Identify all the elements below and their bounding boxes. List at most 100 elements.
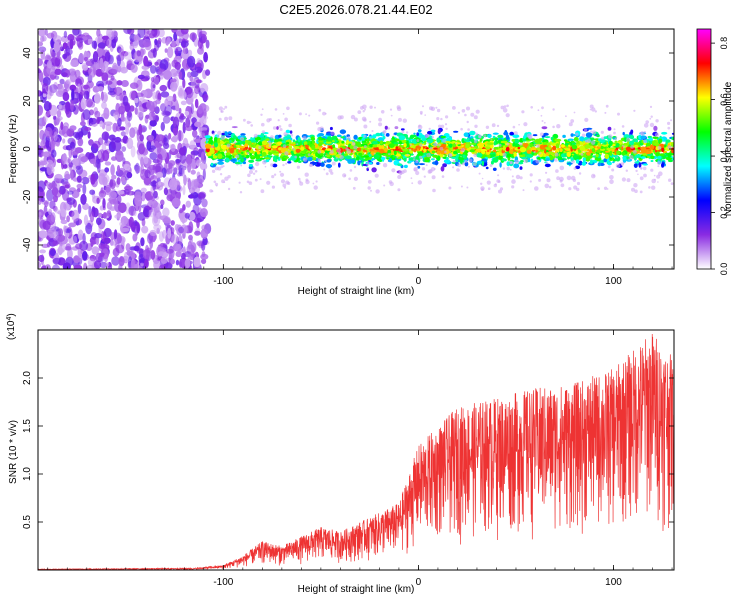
spectrogram-cell [650, 168, 654, 172]
spectrogram-cell [545, 171, 548, 174]
spectrogram-cell [264, 165, 267, 168]
spectrogram-cell [325, 148, 332, 151]
spectrogram-cell [60, 209, 67, 217]
spectrogram-cell [302, 158, 306, 161]
spectrogram-cell [111, 174, 117, 180]
spectrogram-cell [490, 138, 493, 141]
spectrogram-cell [497, 174, 500, 177]
spectrogram-cell [478, 172, 481, 175]
spectrogram-cell [609, 150, 613, 156]
spectrogram-cell [270, 135, 274, 139]
spectrogram-cell [649, 122, 655, 128]
spectrogram-cell [656, 174, 661, 179]
spectrogram-cell [615, 163, 621, 168]
spectrogram-cell [623, 137, 628, 143]
spectrogram-cell [199, 30, 207, 37]
spectrogram-cell [367, 166, 370, 169]
spectrogram-cell [205, 69, 211, 76]
spectrogram-cell [221, 132, 225, 136]
spectrogram-cell [607, 126, 612, 131]
spectrogram-cell [163, 187, 168, 196]
spectrogram-cell [149, 119, 157, 127]
spectrogram-cell [217, 159, 224, 162]
spectrogram-cell [291, 142, 296, 145]
spectrogram-cell [586, 151, 591, 156]
spectrogram-cell [323, 168, 326, 171]
spectrogram-cell [362, 104, 367, 110]
spectrogram-cell [292, 139, 296, 142]
spectrogram-cell [83, 56, 89, 62]
spectrogram-cell [408, 149, 411, 151]
spectrogram-cell [366, 138, 370, 144]
spectrogram-cell [200, 228, 209, 239]
spectrogram-cell [417, 129, 422, 133]
spectrogram-cell [456, 168, 460, 172]
spectrogram-cell [649, 117, 652, 120]
spectrogram-cell [44, 126, 53, 138]
spectrogram-cell [362, 110, 365, 113]
spectrogram-cell [445, 149, 450, 155]
spectrogram-cell [187, 162, 192, 173]
spectrogram-cell [493, 141, 497, 146]
spectrogram-cell [61, 125, 70, 138]
spectrogram-cell [479, 138, 483, 142]
spectrogram-cell [642, 166, 647, 171]
spectrogram-cell [519, 146, 527, 153]
spectrogram-cell [373, 152, 376, 155]
spectrogram-cell [205, 147, 210, 153]
spectrogram-cell [546, 142, 551, 147]
spectrogram-cell [284, 117, 288, 122]
spectrogram-cell [340, 136, 345, 139]
spectrogram-cell [260, 113, 263, 117]
spectrogram-cell [466, 120, 469, 124]
spectrogram-cell [649, 144, 655, 150]
spectrogram-cell [213, 180, 217, 184]
spectrogram-cell [129, 43, 135, 51]
spectrogram-cell [39, 190, 46, 199]
spectrogram-cell [635, 169, 638, 173]
spectrogram-cell [460, 185, 463, 188]
spectrogram-cell [199, 208, 208, 218]
spectrogram-cell [477, 134, 482, 138]
spectrogram-cell [382, 163, 388, 168]
spectrogram-cell [460, 127, 463, 131]
spectrogram-cell [596, 149, 601, 153]
spectrogram-cell [120, 227, 130, 232]
spectrogram-cell [235, 161, 241, 165]
spectrogram-cell [329, 149, 334, 154]
spectrogram-cell [637, 173, 639, 176]
spectrogram-cell [265, 138, 270, 141]
spectrogram-cell [651, 178, 656, 184]
spectrogram-cell [657, 181, 659, 183]
spectrogram-cell [546, 178, 551, 183]
spectrogram-cell [396, 106, 402, 112]
spectrogram-cell [505, 134, 510, 140]
spectrogram-cell [178, 34, 183, 43]
spectrogram-cell [353, 117, 358, 122]
spectrogram-cell [163, 137, 168, 143]
spectrogram-cell [369, 120, 372, 123]
spectrogram-cell [392, 133, 395, 136]
spectrogram-cell [639, 166, 643, 170]
spectrogram-cell [165, 95, 174, 102]
spectrogram-cell [585, 132, 593, 138]
spectrogram-cell [197, 192, 206, 200]
spectrogram-cell [616, 150, 621, 155]
spectrogram-cell [500, 105, 505, 110]
spectrogram-cell [380, 157, 386, 160]
spectrogram-cell [179, 208, 184, 214]
spectrogram-cell [102, 212, 107, 219]
spectrogram-cell [185, 200, 191, 208]
spectrogram-cell [134, 97, 139, 104]
y-tick-label: 2.0 [22, 371, 33, 385]
spectrogram-cell [316, 121, 320, 125]
spectrogram-cell [378, 145, 385, 151]
spectrogram-cell [130, 145, 136, 158]
spectrogram-cell [275, 156, 279, 160]
spectrogram-cell [278, 134, 282, 138]
spectrogram-cell [308, 138, 311, 141]
spectrogram-cell [133, 34, 138, 42]
spectrogram-cell [190, 180, 198, 190]
spectrogram-cell [438, 124, 442, 128]
spectrogram-cell [594, 110, 597, 113]
